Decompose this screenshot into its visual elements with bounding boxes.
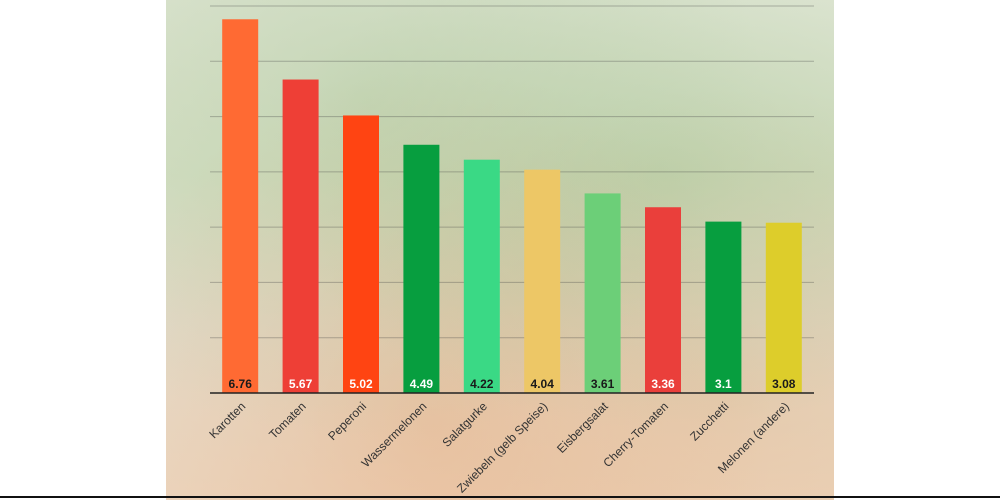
x-tick-label: Karotten (206, 399, 248, 441)
bar-value-label: 3.61 (591, 377, 615, 391)
bar (463, 159, 500, 393)
bar (765, 222, 802, 393)
x-tick-label: Tomaten (266, 399, 308, 441)
bar-value-label: 6.76 (229, 377, 253, 391)
bar (524, 169, 561, 393)
x-tick-label: Peperoni (325, 399, 369, 443)
bar (282, 79, 319, 393)
x-tick-label: Eisbergsalat (554, 399, 611, 456)
bar-value-label: 3.1 (715, 377, 732, 391)
bar-value-label: 4.22 (470, 377, 494, 391)
x-tick-label: Cherry-Tomaten (600, 399, 671, 470)
x-tick-label: Wassermelonen (359, 399, 430, 470)
bar (222, 19, 259, 393)
bar-value-label: 4.04 (531, 377, 555, 391)
bar-value-label: 3.36 (651, 377, 675, 391)
bars (222, 19, 802, 394)
bar-value-label: 4.49 (410, 377, 434, 391)
bar (343, 115, 379, 394)
bar (645, 207, 681, 393)
bar (705, 221, 742, 393)
bar (403, 144, 440, 393)
bar (584, 193, 621, 393)
value-labels: 6.76 5.67 5.02 4.49 4.22 4.04 3.61 3.36 3.1 3.08 (229, 377, 796, 391)
x-tick-label: Salatgurke (439, 399, 490, 450)
x-tick-label: Zucchetti (687, 399, 731, 443)
page-bottom-rule (0, 496, 1000, 498)
bar-value-label: 5.67 (289, 377, 313, 391)
bar-value-label: 5.02 (349, 377, 373, 391)
bar-value-label: 3.08 (772, 377, 796, 391)
